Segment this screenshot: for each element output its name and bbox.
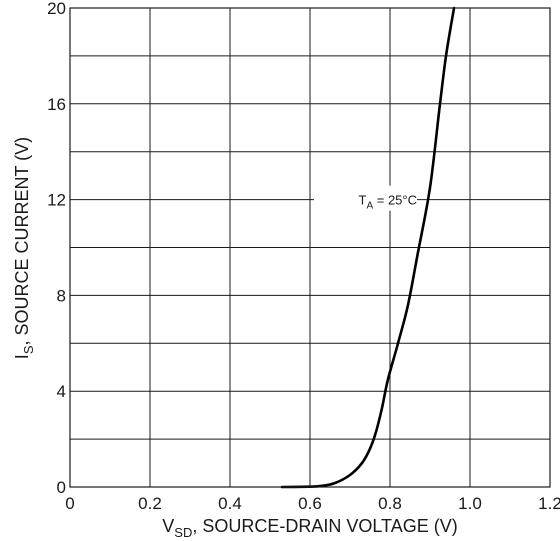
source-current-curve (280, 6, 456, 489)
y-tick-label: 0 (57, 478, 66, 497)
tick-labels: 0 0.2 0.4 0.6 0.8 1.0 1.2 0 4 8 12 16 20 (47, 0, 560, 513)
x-tick-label: 0.2 (138, 494, 162, 513)
x-tick-label: 0.4 (218, 494, 242, 513)
x-tick-label: 0.8 (378, 494, 402, 513)
series-layer (280, 6, 456, 489)
y-tick-label: 4 (57, 382, 66, 401)
plot-frame (69, 7, 551, 488)
x-tick-label: 1.2 (538, 494, 560, 513)
y-tick-label: 20 (47, 0, 66, 18)
y-tick-label: 8 (57, 286, 66, 305)
y-tick-label: 16 (47, 95, 66, 114)
annotation-layer: TA = 25°C (314, 185, 418, 212)
temperature-annotation: TA = 25°C (359, 193, 418, 212)
annotation-background (314, 185, 417, 211)
x-axis-label: VSD, SOURCE-DRAIN VOLTAGE (V) (162, 516, 457, 540)
x-tick-label: 0.6 (298, 494, 322, 513)
grid (69, 7, 551, 488)
x-tick-label: 0 (65, 494, 74, 513)
x-tick-label: 1.0 (458, 494, 482, 513)
y-axis-label: IS, SOURCE CURRENT (V) (12, 137, 36, 359)
y-tick-label: 12 (47, 191, 66, 210)
